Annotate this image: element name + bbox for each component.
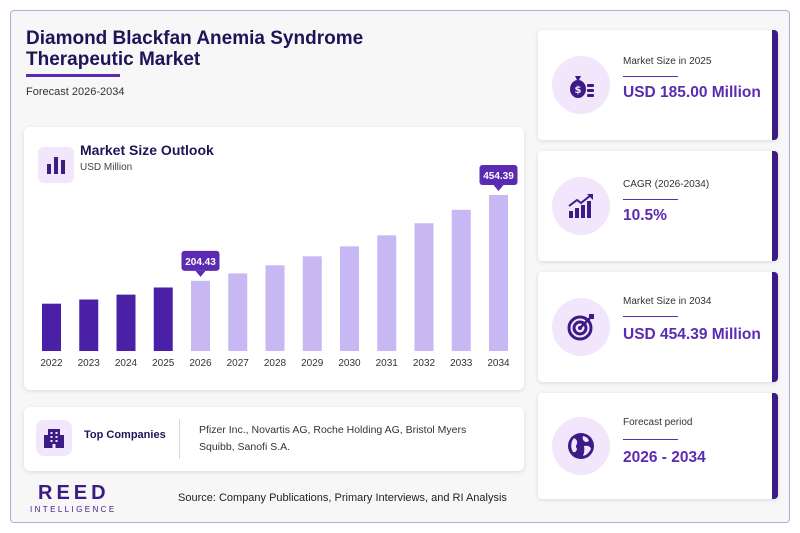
bar-2031 (377, 235, 397, 351)
divider (179, 419, 180, 459)
x-tick-label: 2030 (338, 358, 361, 369)
stat-underline (623, 439, 678, 440)
stat-card-cagr: CAGR (2026-2034) 10.5% (538, 151, 778, 261)
stat-value: 2026 - 2034 (623, 449, 706, 466)
globe-icon (552, 417, 610, 475)
callout-box (181, 250, 220, 271)
bar-chart-icon (38, 147, 74, 183)
x-tick-label: 2031 (376, 358, 399, 369)
market-size-chart-card: Market Size Outlook USD Million 2022 2023… (24, 127, 524, 390)
chart-unit: USD Million (80, 162, 133, 173)
callout-pointer (493, 185, 504, 191)
bar-2029 (302, 256, 322, 351)
callout-pointer (195, 270, 206, 277)
stat-card-market-size-2034: Market Size in 2034 USD 454.39 Million (538, 272, 778, 382)
title-underline (26, 74, 120, 77)
bar-2026 (191, 280, 210, 351)
stat-underline (623, 199, 678, 200)
svg-text:$: $ (575, 85, 582, 96)
x-tick-label: 2034 (487, 358, 510, 369)
stat-underline (623, 316, 678, 317)
bar-2022 (42, 303, 61, 351)
data-label: 454.39 (483, 171, 514, 182)
source-note: Source: Company Publications, Primary In… (178, 492, 507, 504)
bar-2033 (451, 209, 471, 351)
money-bag-icon: $ (552, 56, 610, 114)
stat-label: CAGR (2026-2034) (623, 179, 710, 190)
forecast-subtitle: Forecast 2026-2034 (26, 86, 125, 98)
top-companies-card: Top Companies Pfizer Inc., Novartis AG, … (24, 407, 524, 471)
x-tick-label: 2032 (413, 358, 436, 369)
x-tick-label: 2025 (152, 358, 175, 369)
x-tick-label: 2023 (78, 358, 101, 369)
x-tick-label: 2033 (450, 358, 473, 369)
stat-value: 10.5% (623, 207, 667, 224)
bar-chart: 2022 2023 2024 2025 2026 2027 2028 2029 2030 2031… (40, 165, 518, 369)
bar-2024 (116, 294, 136, 351)
x-tick-label: 2022 (40, 358, 63, 369)
logo-reed: REED (38, 482, 110, 504)
bar-2030 (340, 246, 359, 351)
stat-label: Market Size in 2034 (623, 296, 712, 307)
stat-value: USD 454.39 Million (623, 326, 761, 343)
stat-card-forecast-period: Forecast period 2026 - 2034 (538, 393, 778, 499)
growth-chart-icon (552, 177, 610, 235)
building-icon (36, 420, 72, 456)
data-label: 204.43 (185, 257, 216, 268)
x-tick-label: 2024 (115, 358, 138, 369)
stat-value: USD 185.00 Million (623, 84, 761, 101)
logo-intelligence: INTELLIGENCE (30, 505, 117, 514)
stat-label: Forecast period (623, 417, 693, 428)
x-tick-label: 2027 (227, 358, 250, 369)
callout-box (479, 165, 518, 185)
stat-card-market-size-2025: $ Market Size in 2025 USD 185.00 Million (538, 30, 778, 140)
bar-2023 (79, 299, 99, 351)
bar-2032 (414, 223, 434, 351)
top-companies-list: Pfizer Inc., Novartis AG, Roche Holding … (199, 424, 467, 453)
bar-2025 (153, 287, 173, 351)
stat-underline (623, 76, 678, 77)
x-tick-label: 2029 (301, 358, 324, 369)
bar-2034 (489, 195, 508, 351)
bar-2028 (265, 265, 285, 351)
x-tick-label: 2026 (189, 358, 212, 369)
top-companies-label: Top Companies (84, 429, 166, 441)
page-title: Diamond Blackfan Anemia Syndrome Therape… (26, 28, 364, 70)
stat-label: Market Size in 2025 (623, 56, 712, 67)
chart-title: Market Size Outlook (80, 142, 214, 158)
target-icon (552, 298, 610, 356)
bar-2027 (228, 273, 248, 351)
x-tick-label: 2028 (264, 358, 287, 369)
